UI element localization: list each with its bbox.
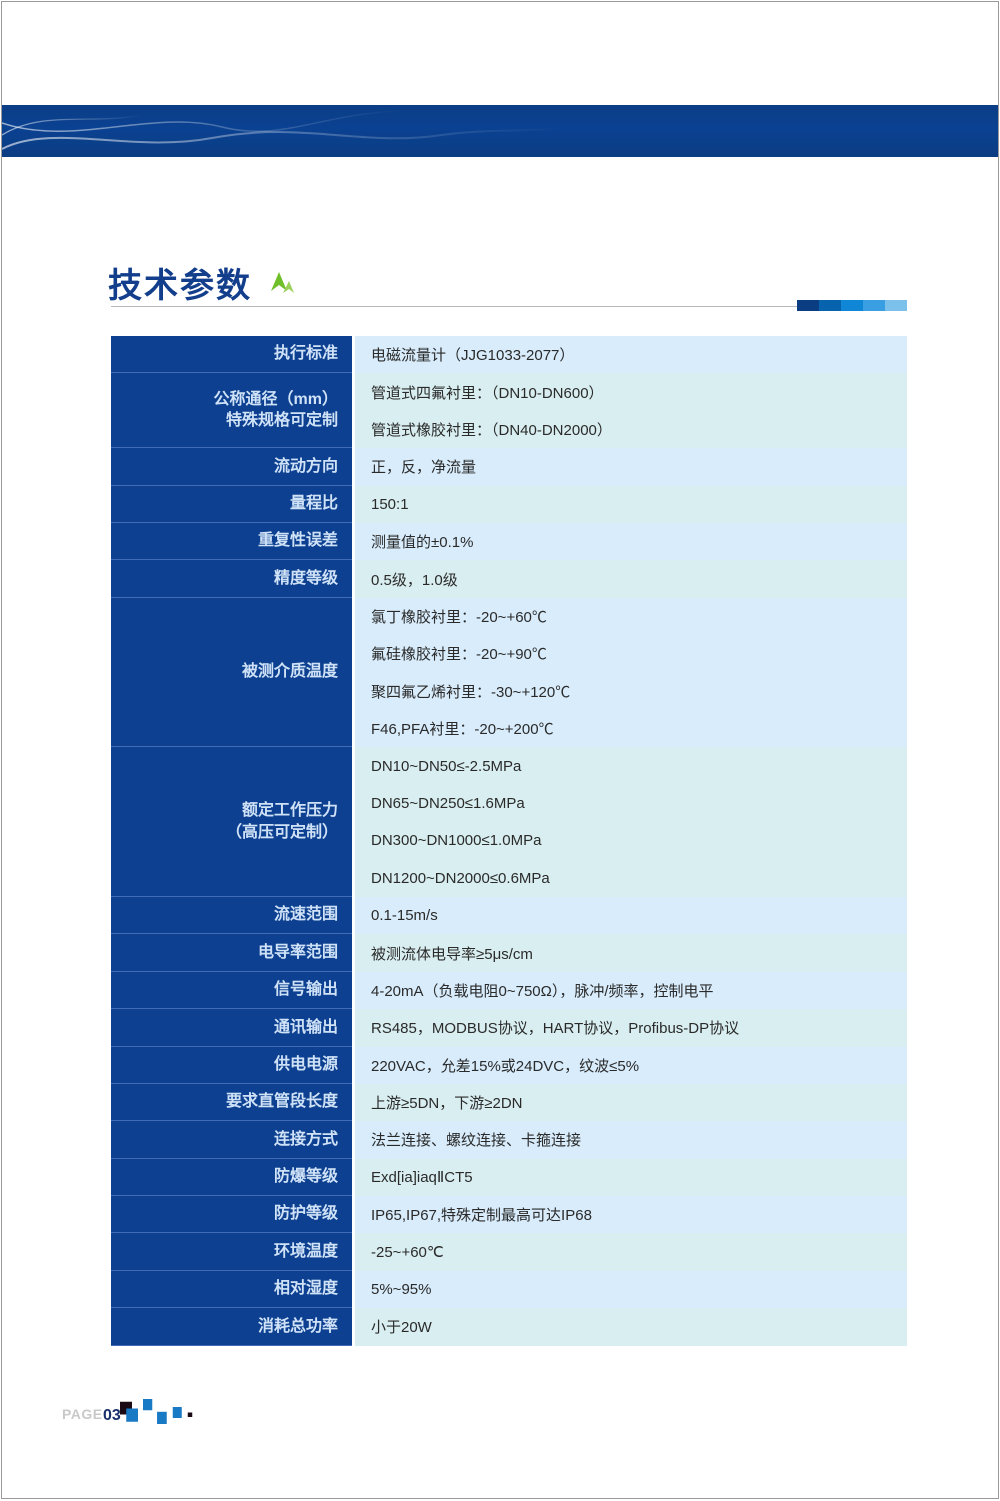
svg-text:PAGE: PAGE	[62, 1406, 103, 1422]
svg-text:03: 03	[103, 1407, 121, 1424]
